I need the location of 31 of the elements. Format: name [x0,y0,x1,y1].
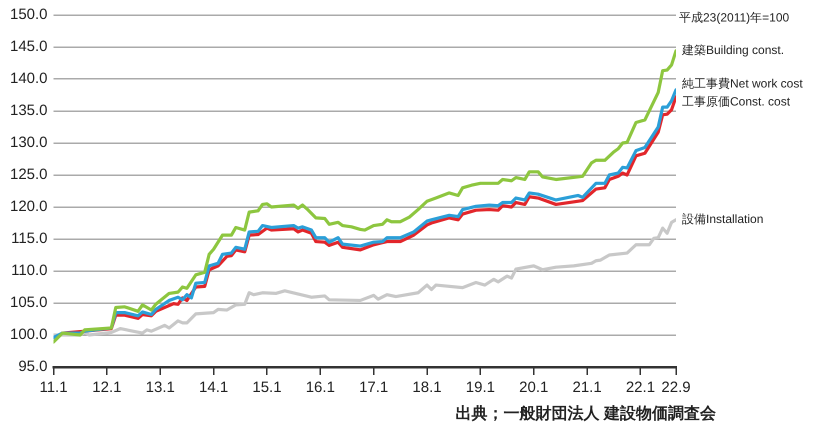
x-tick-label: 17.1 [359,379,388,396]
y-tick-label: 120.0 [10,198,48,216]
y-tick-label: 100.0 [10,326,48,344]
y-tick-label: 110.0 [11,262,48,280]
x-tick-label: 22.9 [661,379,691,396]
x-tick-label: 16.1 [306,379,335,396]
y-tick-label: 125.0 [10,166,48,184]
x-tick-label: 20.1 [519,379,548,396]
x-tick-label: 14.1 [198,379,228,396]
x-tick-label: 21.1 [572,379,602,396]
x-tick-label: 19.1 [466,379,495,396]
x-tick-label: 11.1 [39,379,68,396]
y-tick-label: 95.0 [18,358,48,376]
series-label: 工事原価Const. cost [682,94,791,109]
source-note: 出典；一般財団法人 建設物価調査会 [456,404,717,422]
series-label: 建築Building const. [681,43,784,58]
y-tick-label: 140.0 [10,70,48,88]
x-tick-label: 13.1 [146,379,175,396]
x-tick-label: 15.1 [252,379,282,396]
y-tick-label: 115.0 [11,230,48,248]
x-tick-label: 18.1 [412,379,442,396]
x-tick-label: 22.1 [626,379,656,396]
y-tick-label: 145.0 [10,38,48,56]
y-tick-label: 135.0 [10,102,48,120]
series-label: 設備Installation [682,212,764,226]
text: 平成23(2011)年=100 [679,10,790,24]
y-tick-label: 130.0 [10,134,48,152]
y-tick-label: 105.0 [10,294,48,312]
x-tick-label: 12.1 [92,379,122,396]
y-tick-label: 150.0 [10,6,48,24]
series-label: 純工事費Net work cost [682,76,804,91]
